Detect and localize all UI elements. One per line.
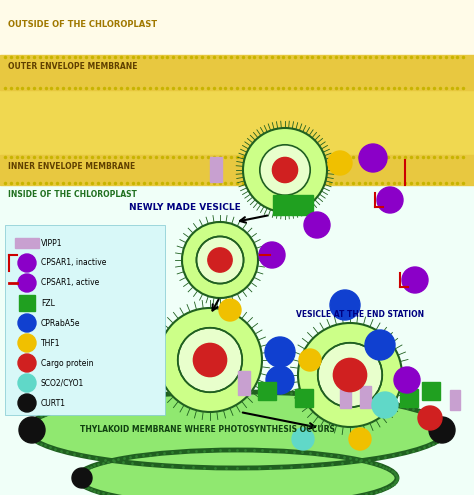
Text: NEWLY MADE VESICLE: NEWLY MADE VESICLE bbox=[129, 203, 241, 212]
Text: THYLAKOID MEMBRANE WHERE PHOTOSYNTHESIS OCCURS: THYLAKOID MEMBRANE WHERE PHOTOSYNTHESIS … bbox=[80, 426, 335, 435]
Circle shape bbox=[18, 254, 36, 272]
Bar bbox=[15, 238, 39, 248]
Circle shape bbox=[402, 267, 428, 293]
Circle shape bbox=[182, 222, 258, 298]
Bar bbox=[400, 389, 418, 407]
Circle shape bbox=[265, 337, 295, 367]
Circle shape bbox=[349, 428, 371, 450]
Circle shape bbox=[219, 299, 241, 321]
Circle shape bbox=[18, 334, 36, 352]
Circle shape bbox=[359, 144, 387, 172]
Circle shape bbox=[178, 328, 242, 392]
Text: VIPP1: VIPP1 bbox=[41, 239, 63, 248]
Circle shape bbox=[273, 157, 298, 183]
Circle shape bbox=[193, 344, 227, 377]
Bar bbox=[360, 386, 371, 408]
Text: SCO2/CYO1: SCO2/CYO1 bbox=[41, 379, 84, 388]
Circle shape bbox=[304, 212, 330, 238]
Circle shape bbox=[330, 290, 360, 320]
Circle shape bbox=[333, 358, 367, 392]
Text: VESICLE AT THE END STATION: VESICLE AT THE END STATION bbox=[296, 310, 424, 319]
Bar bbox=[450, 390, 460, 410]
Text: OUTER ENVELOPE MEMBRANE: OUTER ENVELOPE MEMBRANE bbox=[8, 62, 137, 71]
Circle shape bbox=[266, 366, 294, 394]
Text: INSIDE OF THE CHLOROPLAST: INSIDE OF THE CHLOROPLAST bbox=[8, 190, 137, 199]
Circle shape bbox=[72, 468, 92, 488]
Bar bbox=[0, 55, 474, 90]
Bar bbox=[5, 225, 165, 415]
Circle shape bbox=[429, 417, 455, 443]
Circle shape bbox=[158, 308, 262, 412]
Circle shape bbox=[259, 242, 285, 268]
Circle shape bbox=[298, 323, 402, 427]
Circle shape bbox=[418, 406, 442, 430]
Circle shape bbox=[292, 428, 314, 450]
Text: CPRabA5e: CPRabA5e bbox=[41, 318, 81, 328]
Circle shape bbox=[18, 374, 36, 392]
Text: CPSAR1, active: CPSAR1, active bbox=[41, 279, 99, 288]
Text: THF1: THF1 bbox=[41, 339, 61, 347]
Circle shape bbox=[18, 394, 36, 412]
Circle shape bbox=[196, 237, 244, 284]
Circle shape bbox=[18, 354, 36, 372]
Bar bbox=[0, 90, 474, 155]
Bar bbox=[422, 382, 440, 400]
Ellipse shape bbox=[27, 392, 447, 468]
Circle shape bbox=[318, 343, 382, 407]
Circle shape bbox=[260, 145, 310, 195]
Bar bbox=[258, 382, 276, 400]
Circle shape bbox=[365, 330, 395, 360]
Circle shape bbox=[19, 417, 45, 443]
Circle shape bbox=[328, 151, 352, 175]
Bar bbox=[0, 0, 474, 55]
Bar bbox=[210, 157, 222, 182]
Circle shape bbox=[372, 392, 398, 418]
Text: INNER ENVELOPE MEMBRANE: INNER ENVELOPE MEMBRANE bbox=[8, 162, 135, 171]
Circle shape bbox=[18, 274, 36, 292]
Text: CURT1: CURT1 bbox=[41, 398, 66, 407]
Bar bbox=[293, 195, 313, 215]
Bar bbox=[273, 195, 293, 215]
Ellipse shape bbox=[77, 450, 397, 495]
Text: Cargo protein: Cargo protein bbox=[41, 358, 93, 367]
Bar bbox=[19, 295, 35, 311]
Bar bbox=[0, 185, 474, 495]
Text: FZL: FZL bbox=[41, 298, 55, 307]
Circle shape bbox=[18, 314, 36, 332]
Circle shape bbox=[394, 367, 420, 393]
Circle shape bbox=[243, 128, 327, 212]
Circle shape bbox=[299, 349, 321, 371]
Bar bbox=[295, 389, 313, 407]
Circle shape bbox=[377, 187, 403, 213]
Bar bbox=[0, 155, 474, 185]
Bar bbox=[340, 386, 351, 408]
Circle shape bbox=[208, 248, 232, 272]
Bar bbox=[238, 371, 250, 395]
Text: OUTSIDE OF THE CHLOROPLAST: OUTSIDE OF THE CHLOROPLAST bbox=[8, 20, 157, 29]
Text: CPSAR1, inactive: CPSAR1, inactive bbox=[41, 258, 106, 267]
